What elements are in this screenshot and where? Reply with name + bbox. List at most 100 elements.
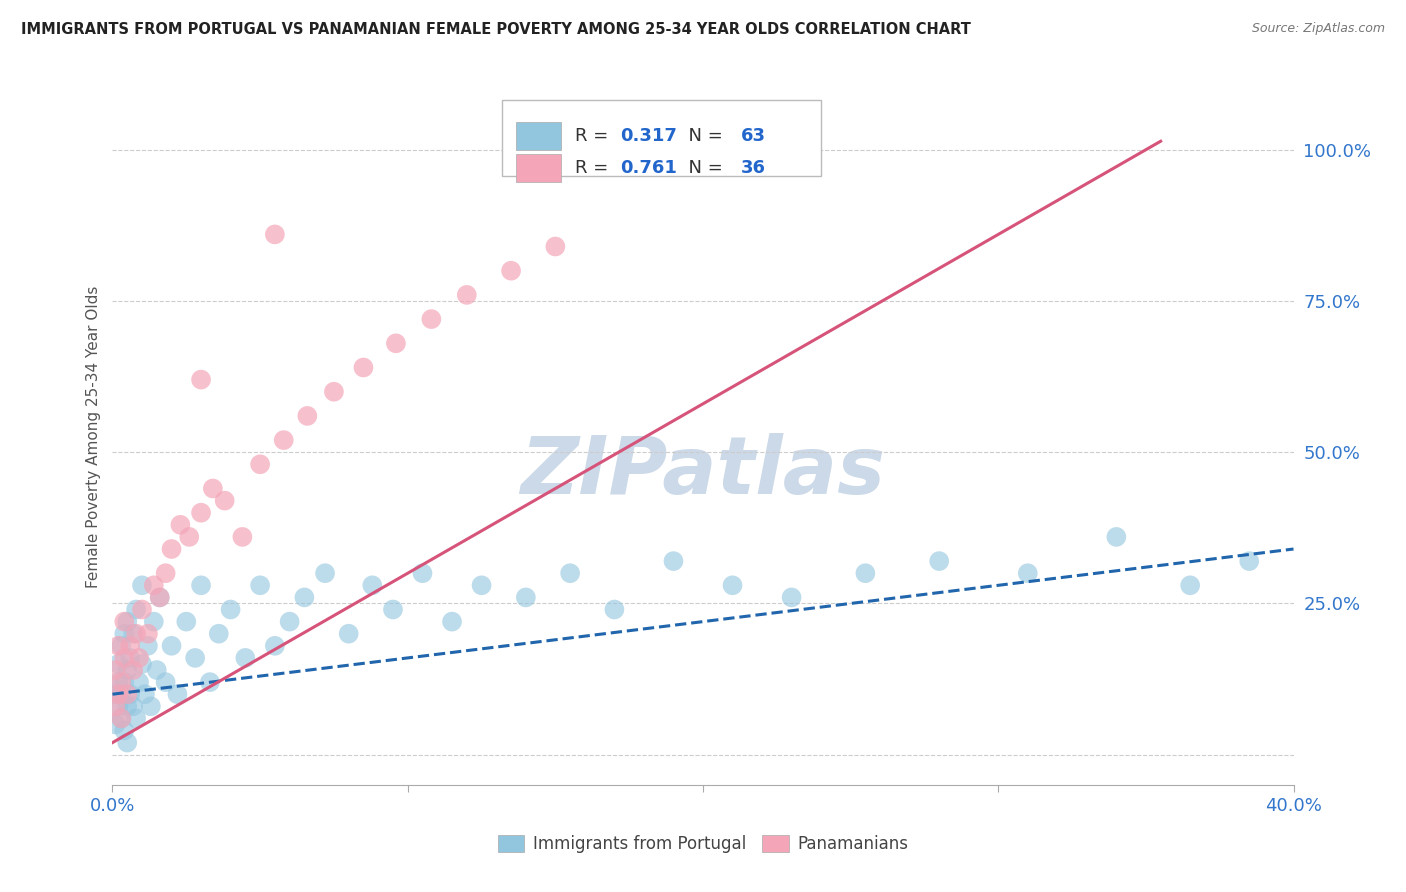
- Point: [107, 687, 129, 701]
- Text: N =: N =: [678, 127, 728, 145]
- Point: [456, 288, 478, 302]
- Point: [233, 651, 256, 665]
- Point: [104, 663, 127, 677]
- Point: [337, 626, 360, 640]
- Text: 36: 36: [741, 159, 766, 177]
- Point: [117, 736, 138, 750]
- Point: [249, 458, 271, 472]
- Point: [721, 578, 744, 592]
- Point: [136, 626, 159, 640]
- Point: [117, 615, 138, 629]
- Bar: [516, 122, 561, 150]
- Point: [122, 626, 145, 640]
- Point: [125, 626, 148, 640]
- Point: [128, 675, 150, 690]
- Point: [214, 493, 236, 508]
- Point: [662, 554, 685, 568]
- Point: [120, 639, 142, 653]
- Point: [314, 566, 336, 581]
- Point: [166, 687, 188, 701]
- Text: IMMIGRANTS FROM PORTUGAL VS PANAMANIAN FEMALE POVERTY AMONG 25-34 YEAR OLDS CORR: IMMIGRANTS FROM PORTUGAL VS PANAMANIAN F…: [21, 22, 972, 37]
- Point: [169, 517, 191, 532]
- Point: [155, 675, 177, 690]
- Point: [146, 663, 169, 677]
- Point: [928, 554, 950, 568]
- Text: 63: 63: [741, 127, 766, 145]
- Point: [544, 239, 567, 253]
- Point: [264, 227, 287, 242]
- Text: 0.317: 0.317: [620, 127, 678, 145]
- Point: [231, 530, 253, 544]
- Point: [107, 639, 129, 653]
- Point: [142, 578, 165, 592]
- Point: [112, 615, 135, 629]
- Point: [184, 651, 207, 665]
- Point: [1105, 530, 1128, 544]
- Point: [125, 602, 148, 616]
- Point: [179, 530, 201, 544]
- Point: [131, 578, 153, 592]
- Point: [128, 651, 150, 665]
- Point: [139, 699, 162, 714]
- Point: [361, 578, 384, 592]
- Point: [190, 506, 212, 520]
- Point: [264, 639, 287, 653]
- Bar: [516, 154, 561, 182]
- Point: [122, 663, 145, 677]
- Point: [855, 566, 877, 581]
- Point: [219, 602, 242, 616]
- Point: [1017, 566, 1039, 581]
- Point: [190, 373, 212, 387]
- Point: [201, 482, 224, 496]
- Text: 0.761: 0.761: [620, 159, 678, 177]
- Point: [382, 602, 405, 616]
- Point: [104, 699, 127, 714]
- Point: [1239, 554, 1261, 568]
- Point: [107, 699, 129, 714]
- Text: N =: N =: [678, 159, 728, 177]
- Point: [104, 687, 127, 701]
- Point: [515, 591, 537, 605]
- Point: [352, 360, 374, 375]
- Point: [131, 657, 153, 671]
- Bar: [502, 100, 821, 177]
- Point: [273, 433, 295, 447]
- Point: [208, 626, 231, 640]
- Text: R =: R =: [575, 127, 614, 145]
- Point: [249, 578, 271, 592]
- Point: [501, 263, 523, 277]
- Legend: Immigrants from Portugal, Panamanians: Immigrants from Portugal, Panamanians: [491, 829, 915, 860]
- Point: [110, 711, 132, 725]
- Point: [117, 687, 138, 701]
- Point: [112, 723, 135, 738]
- Point: [110, 639, 132, 653]
- Point: [125, 711, 148, 725]
- Point: [120, 651, 142, 665]
- Point: [112, 675, 135, 690]
- Point: [117, 699, 138, 714]
- Point: [112, 626, 135, 640]
- Point: [104, 717, 127, 731]
- Y-axis label: Female Poverty Among 25-34 Year Olds: Female Poverty Among 25-34 Year Olds: [86, 286, 101, 588]
- Point: [558, 566, 582, 581]
- Point: [131, 602, 153, 616]
- Point: [136, 639, 159, 653]
- Point: [420, 312, 443, 326]
- Text: ZIPatlas: ZIPatlas: [520, 433, 886, 511]
- Point: [110, 675, 132, 690]
- Point: [385, 336, 408, 351]
- Text: Source: ZipAtlas.com: Source: ZipAtlas.com: [1251, 22, 1385, 36]
- Point: [603, 602, 626, 616]
- Point: [441, 615, 464, 629]
- Point: [120, 687, 142, 701]
- Point: [134, 687, 156, 701]
- Point: [323, 384, 346, 399]
- Point: [155, 566, 177, 581]
- Point: [107, 657, 129, 671]
- Point: [122, 699, 145, 714]
- Point: [117, 663, 138, 677]
- Point: [110, 711, 132, 725]
- Point: [190, 578, 212, 592]
- Point: [411, 566, 433, 581]
- Text: R =: R =: [575, 159, 614, 177]
